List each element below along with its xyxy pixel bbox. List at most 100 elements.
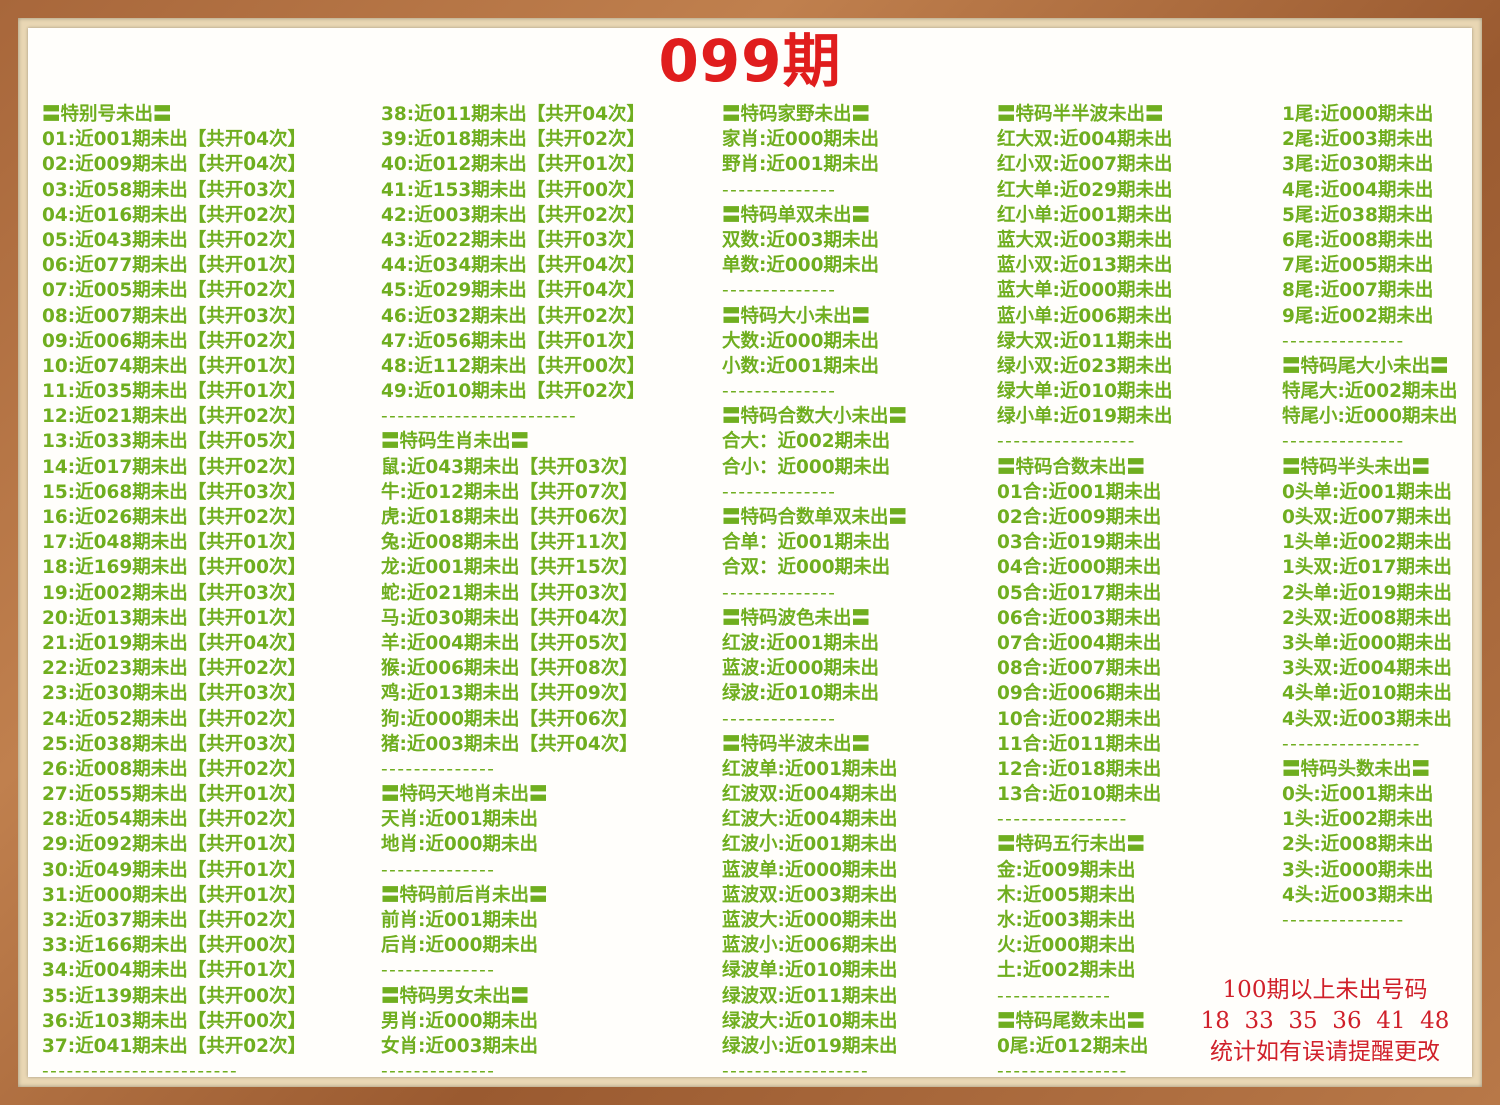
stat-row: 44:近034期未出【共开04次】 bbox=[381, 255, 646, 277]
stat-row: 24:近052期未出【共开02次】 bbox=[42, 708, 307, 730]
page-title: 099期 bbox=[658, 27, 842, 95]
stat-row: 3头单:近000期未出 bbox=[1282, 632, 1452, 654]
stat-row: 合单：近001期未出 bbox=[722, 532, 891, 554]
stat-row: 单数:近000期未出 bbox=[722, 255, 880, 277]
stat-row: 9尾:近002期未出 bbox=[1282, 305, 1434, 327]
stat-row: 1头单:近002期未出 bbox=[1282, 532, 1452, 554]
stat-row: 红大双:近004期未出 bbox=[997, 129, 1173, 151]
stat-row: 合小：近000期未出 bbox=[722, 456, 891, 478]
stat-row: 14:近017期未出【共开02次】 bbox=[42, 456, 307, 478]
stat-row: 17:近048期未出【共开01次】 bbox=[42, 532, 307, 554]
stat-row: 虎:近018期未出【共开06次】 bbox=[381, 507, 638, 528]
stat-row: 蓝波双:近003期未出 bbox=[722, 884, 898, 906]
divider: -------------- bbox=[381, 1061, 496, 1083]
stat-row: 蛇:近021期未出【共开03次】 bbox=[381, 582, 638, 604]
section-header: 〓特码合数单双未出〓 bbox=[722, 507, 908, 528]
stat-row: 06:近077期未出【共开01次】 bbox=[42, 255, 307, 277]
stat-row: 4头:近003期未出 bbox=[1282, 884, 1434, 906]
stat-row: 09合:近006期未出 bbox=[997, 683, 1162, 705]
divider: -------------- bbox=[381, 758, 496, 780]
divider: -------------- bbox=[381, 960, 496, 982]
stat-row: 绿小单:近019期未出 bbox=[997, 406, 1173, 428]
stat-row: 34:近004期未出【共开01次】 bbox=[42, 960, 307, 982]
stat-row: 双数:近003期未出 bbox=[722, 229, 880, 251]
stat-row: 男肖:近000期未出 bbox=[381, 1010, 539, 1032]
stat-row: 8尾:近007期未出 bbox=[1282, 280, 1434, 302]
stat-row: 4头单:近010期未出 bbox=[1282, 683, 1452, 705]
stat-row: 2头双:近008期未出 bbox=[1282, 607, 1452, 629]
stat-row: 红大单:近029期未出 bbox=[997, 179, 1173, 201]
divider: --------------- bbox=[1282, 910, 1405, 931]
divider: -------------- bbox=[722, 280, 837, 302]
section-header: 〓特码天地肖未出〓 bbox=[381, 784, 548, 806]
stat-row: 家肖:近000期未出 bbox=[722, 129, 880, 151]
stat-row: 15:近068期未出【共开03次】 bbox=[42, 481, 307, 503]
section-header: 〓特码大小未出〓 bbox=[722, 305, 871, 327]
stat-row: 红波双:近004期未出 bbox=[722, 784, 898, 806]
stat-row: 蓝波:近000期未出 bbox=[722, 658, 880, 680]
stat-row: 23:近030期未出【共开03次】 bbox=[42, 683, 307, 705]
stat-row: 45:近029期未出【共开04次】 bbox=[381, 280, 646, 302]
stat-row: 08合:近007期未出 bbox=[997, 658, 1162, 680]
stat-row: 1头:近002期未出 bbox=[1282, 809, 1434, 831]
paper-background bbox=[28, 28, 1472, 1077]
divider: -------------- bbox=[381, 859, 496, 881]
stat-row: 09:近006期未出【共开02次】 bbox=[42, 330, 307, 352]
stat-row: 蓝大单:近000期未出 bbox=[997, 280, 1173, 302]
stat-row: 22:近023期未出【共开02次】 bbox=[42, 658, 307, 680]
stat-row: 0头单:近001期未出 bbox=[1282, 481, 1452, 503]
stat-row: 合双：近000期未出 bbox=[722, 557, 891, 579]
section-header: 〓特码单双未出〓 bbox=[722, 204, 871, 226]
stat-row: 合大：近002期未出 bbox=[722, 431, 891, 453]
stat-row: 04合:近000期未出 bbox=[997, 557, 1162, 579]
stat-row: 03合:近019期未出 bbox=[997, 532, 1162, 554]
stat-row: 兔:近008期未出【共开11次】 bbox=[381, 532, 638, 554]
stat-row: 27:近055期未出【共开01次】 bbox=[42, 784, 307, 806]
stat-row: 11合:近011期未出 bbox=[997, 733, 1162, 755]
section-header: 〓特码前后肖未出〓 bbox=[381, 884, 548, 906]
column-numbers-zodiac: 38:近011期未出【共开04次】 39:近018期未出【共开02次】 40:近01… bbox=[381, 102, 645, 1084]
stat-row: 20:近013期未出【共开01次】 bbox=[42, 607, 307, 629]
stat-row: 绿大单:近010期未出 bbox=[997, 381, 1173, 403]
stat-row: 特尾大:近002期未出 bbox=[1282, 381, 1458, 403]
stat-row: 马:近030期未出【共开04次】 bbox=[381, 607, 638, 629]
divider: --------------- bbox=[1282, 431, 1405, 453]
stat-row: 16:近026期未出【共开02次】 bbox=[42, 507, 307, 528]
stat-row: 40:近012期未出【共开01次】 bbox=[381, 154, 646, 176]
divider: -------------- bbox=[722, 481, 837, 503]
stat-row: 01:近001期未出【共开04次】 bbox=[42, 129, 307, 151]
note-correction: 统计如有误请提醒更改 bbox=[1210, 1039, 1440, 1065]
stat-row: 大数:近000期未出 bbox=[722, 330, 880, 352]
stat-row: 19:近002期未出【共开03次】 bbox=[42, 582, 307, 604]
divider: ----------------- bbox=[997, 431, 1136, 453]
stat-row: 7尾:近005期未出 bbox=[1282, 255, 1434, 277]
column-attributes-wave: 〓特码家野未出〓 家肖:近000期未出 野肖:近001期未出 ------------… bbox=[722, 102, 907, 1084]
stat-row: 蓝波单:近000期未出 bbox=[722, 859, 898, 881]
stat-row: 26:近008期未出【共开02次】 bbox=[42, 758, 307, 780]
stat-row: 06合:近003期未出 bbox=[997, 607, 1162, 629]
divider: ------------------------ bbox=[42, 1061, 239, 1083]
stat-row: 0头双:近007期未出 bbox=[1282, 507, 1452, 528]
stat-row: 后肖:近000期未出 bbox=[381, 935, 539, 957]
divider: ---------------- bbox=[997, 809, 1128, 831]
stat-row: 蓝大双:近003期未出 bbox=[997, 229, 1173, 251]
stat-row: 36:近103期未出【共开00次】 bbox=[42, 1010, 307, 1032]
stat-row: 野肖:近001期未出 bbox=[722, 154, 880, 176]
stat-row: 46:近032期未出【共开02次】 bbox=[381, 305, 646, 327]
stat-row: 女肖:近003期未出 bbox=[381, 1035, 539, 1057]
stat-row: 水:近003期未出 bbox=[997, 910, 1136, 931]
section-header: 〓特码半半波未出〓 bbox=[997, 104, 1164, 125]
section-header: 〓特码波色未出〓 bbox=[722, 607, 871, 629]
stat-row: 绿波小:近019期未出 bbox=[722, 1035, 898, 1057]
stat-row: 31:近000期未出【共开01次】 bbox=[42, 884, 307, 906]
stat-row: 木:近005期未出 bbox=[997, 884, 1136, 906]
note-title: 100期以上未出号码 bbox=[1222, 977, 1428, 1003]
section-header: 〓特码合数未出〓 bbox=[997, 456, 1146, 478]
stat-row: 前肖:近001期未出 bbox=[381, 910, 539, 931]
stat-row: 土:近002期未出 bbox=[997, 960, 1136, 982]
stat-row: 小数:近001期未出 bbox=[722, 355, 880, 377]
section-header: 〓特码尾数未出〓 bbox=[997, 1010, 1146, 1032]
divider: ------------------------ bbox=[381, 406, 578, 428]
divider: -------------- bbox=[722, 708, 837, 730]
stat-row: 30:近049期未出【共开01次】 bbox=[42, 859, 307, 881]
